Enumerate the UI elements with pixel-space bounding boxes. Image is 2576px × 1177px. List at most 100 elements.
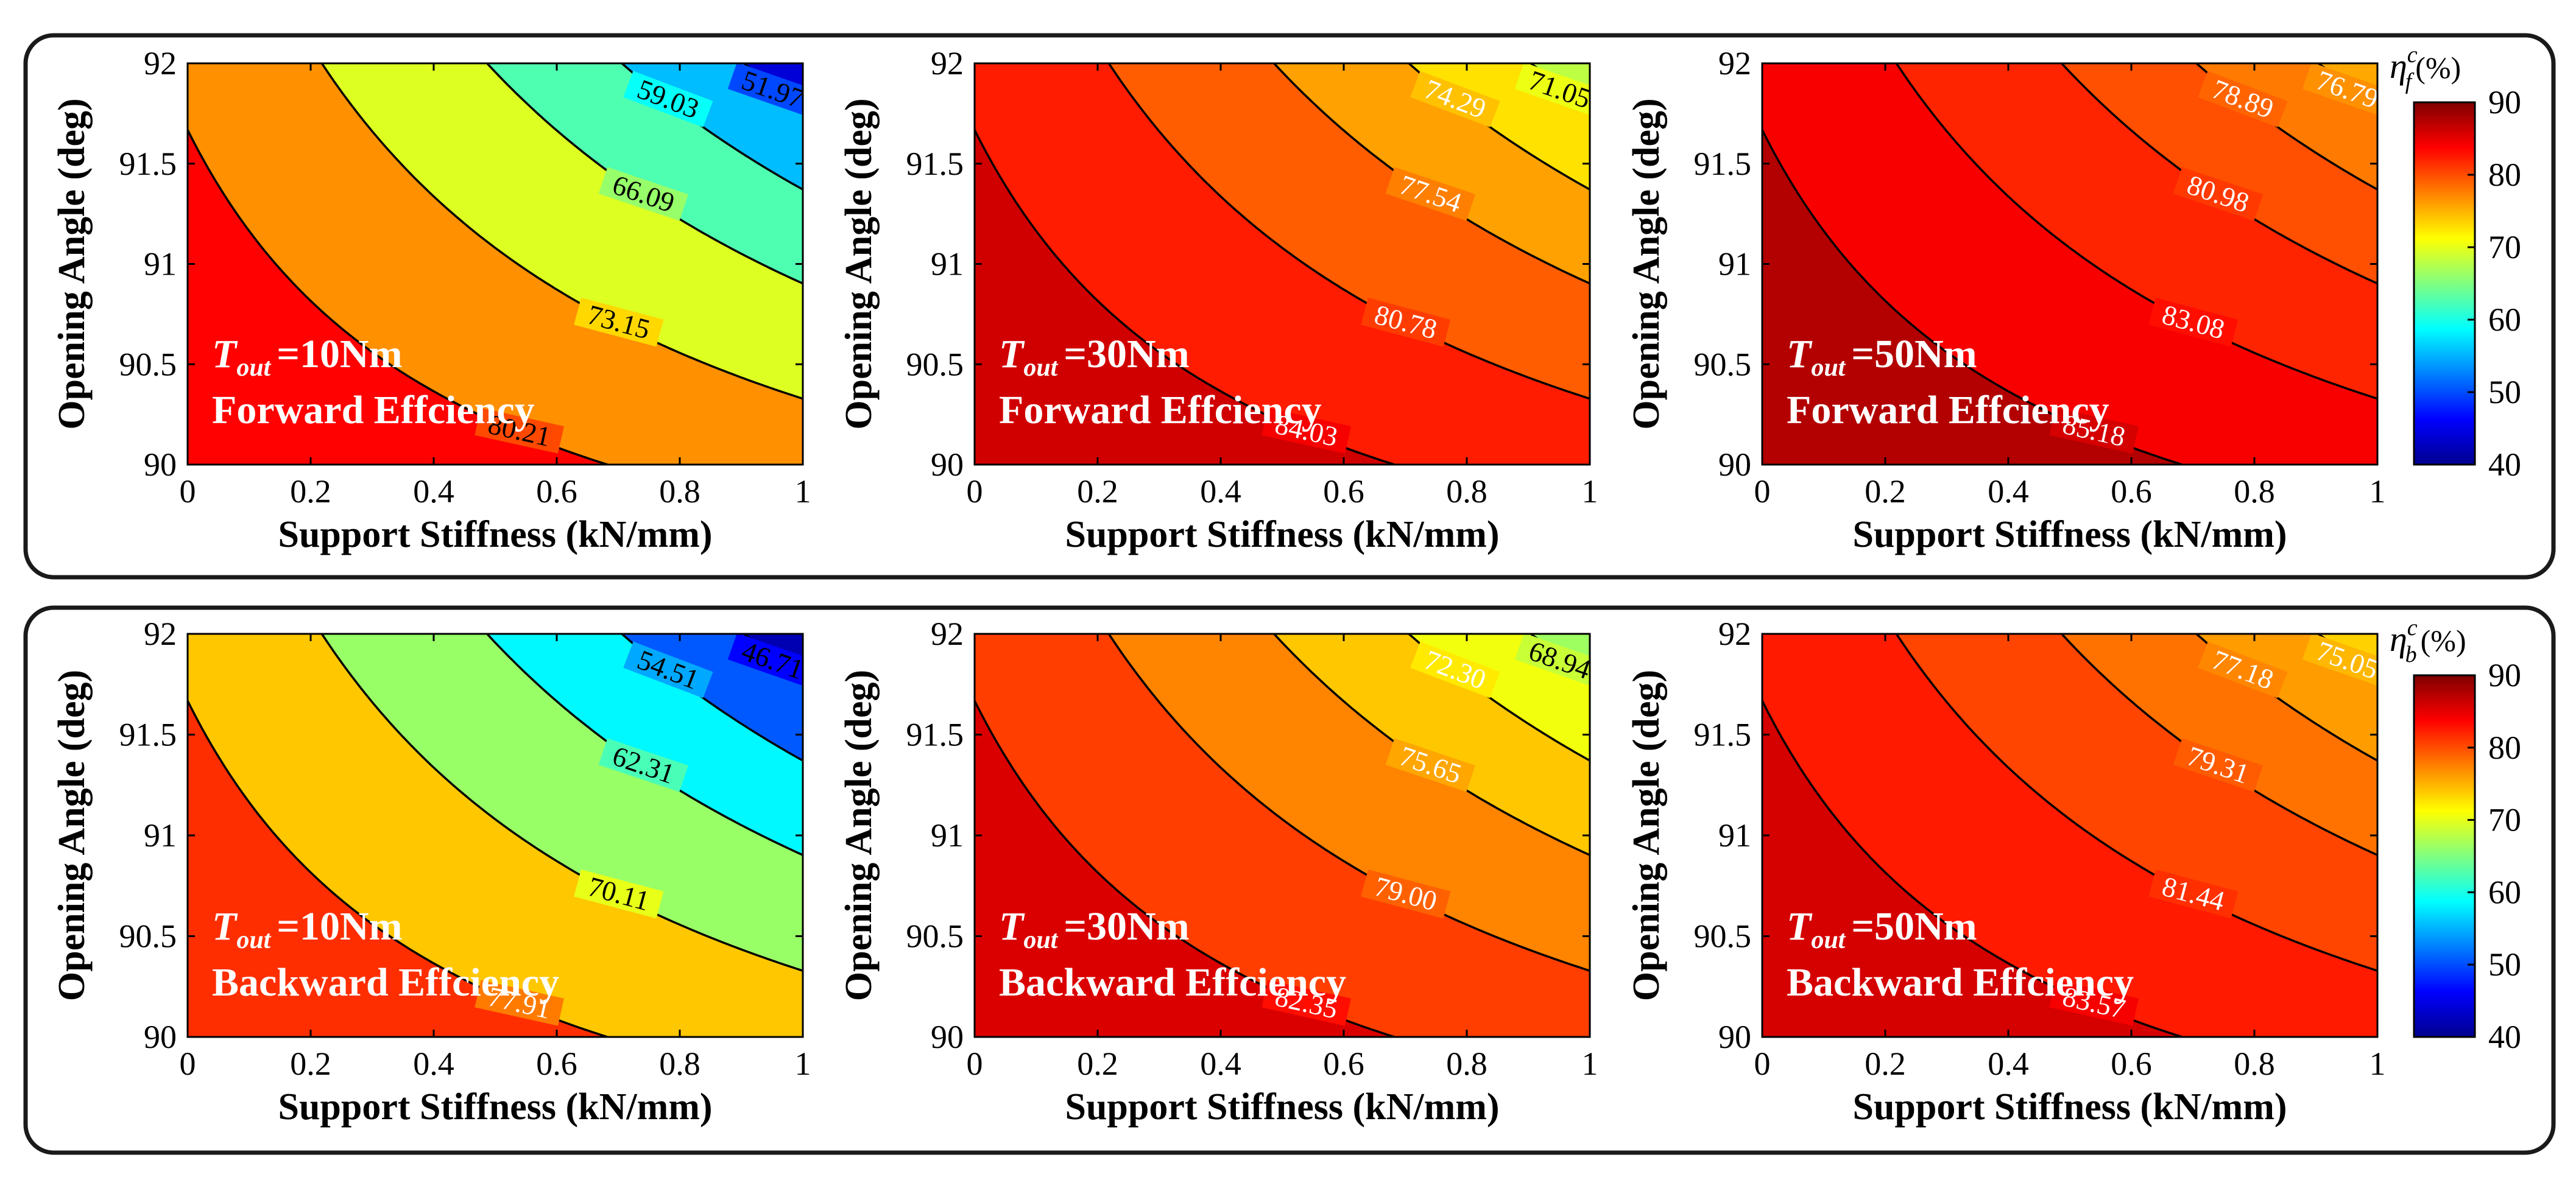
y-tick-label: 90 (1718, 446, 1751, 483)
x-tick-label: 0.2 (1077, 1045, 1118, 1082)
contour-label-bg (2198, 641, 2288, 698)
torque-label: Tout =10Nm (212, 904, 403, 954)
colorbar-subscript: f (2405, 69, 2415, 94)
contour-label-bg (1514, 634, 1590, 688)
contour-label-bg (1262, 407, 1351, 454)
contour-label-bg (1410, 71, 1500, 128)
torque-value: =30Nm (1064, 904, 1189, 949)
x-tick-label: 0.4 (1200, 473, 1241, 510)
x-tick-label: 0.6 (1323, 1045, 1364, 1082)
torque-subscript: out (1811, 354, 1846, 382)
torque-symbol: T (212, 904, 238, 949)
colorbar-tick-label: 40 (2488, 1019, 2521, 1055)
y-tick-label: 92 (1718, 616, 1751, 652)
colorbar-superscript: c (2407, 42, 2418, 68)
contour-line-1 (1407, 63, 1590, 191)
x-tick-label: 0.8 (659, 1045, 700, 1082)
x-tick-label: 0.6 (536, 1045, 577, 1082)
contour-line-3 (1895, 634, 2377, 972)
x-tick-label: 0.2 (1077, 473, 1118, 510)
contour-label-bg (623, 71, 713, 128)
contour-label-bg (475, 407, 564, 454)
colorbar-tick-label: 80 (2488, 156, 2521, 193)
contour-line-3 (1107, 634, 1590, 972)
x-tick-label: 0.4 (413, 473, 454, 510)
y-tick-label: 91.5 (906, 146, 964, 182)
contour-label-group-3: 73.15 (574, 297, 664, 347)
x-tick-label: 0 (1754, 473, 1771, 510)
y-tick-label: 90.5 (1694, 918, 1752, 955)
colorbar-superscript: c (2407, 615, 2418, 641)
colorbar-tick-label: 90 (2488, 84, 2521, 121)
contour-label-bg (727, 63, 803, 118)
y-tick-label: 90.5 (906, 918, 964, 955)
x-tick-label: 0.8 (659, 473, 700, 510)
x-tick-label: 0.2 (1865, 473, 1906, 510)
efficiency-caption: Forward Effciency (999, 388, 1322, 432)
y-tick-label: 90.5 (1694, 346, 1752, 382)
efficiency-caption: Backward Effciency (1787, 960, 2134, 1005)
y-axis-label: Opening Angle (deg) (51, 670, 93, 1001)
x-tick-label: 1 (795, 1045, 811, 1082)
y-tick-label: 91 (1718, 246, 1751, 283)
y-tick-label: 90 (144, 446, 177, 483)
contour-label-bg (1262, 980, 1351, 1026)
y-axis-label: Opening Angle (deg) (838, 98, 880, 429)
contour-line-3 (1107, 63, 1590, 400)
contour-label-bg (1385, 738, 1476, 792)
contour-label-bg (2173, 167, 2264, 221)
torque-value: =50Nm (1851, 904, 1977, 949)
contour-label-bg (1410, 641, 1500, 698)
contour-line-2 (1272, 63, 1590, 285)
efficiency-caption: Forward Effciency (212, 388, 535, 432)
y-tick-label: 91.5 (119, 717, 177, 753)
x-axis-label: Support Stiffness (kN/mm) (278, 514, 712, 555)
contour-label-bg (598, 738, 689, 792)
colorbar-symbol: η (2390, 619, 2407, 659)
y-tick-label: 92 (1718, 45, 1751, 82)
efficiency-caption: Backward Effciency (212, 960, 559, 1005)
y-tick-label: 90.5 (906, 346, 964, 382)
contour-label-bg (574, 297, 664, 347)
torque-label: Tout =30Nm (999, 904, 1190, 954)
contour-line-2 (2060, 63, 2377, 285)
y-tick-label: 92 (144, 45, 177, 82)
x-tick-label: 0.6 (2111, 1045, 2152, 1082)
torque-symbol: T (1787, 332, 1813, 376)
torque-subscript: out (1023, 354, 1058, 382)
y-tick-label: 90 (144, 1019, 177, 1055)
torque-subscript: out (1811, 926, 1846, 954)
contour-label-bg (1385, 167, 1476, 221)
colorbar-unit: (%) (2421, 624, 2466, 658)
y-tick-label: 91 (1718, 817, 1751, 854)
contour-label-bg (2148, 297, 2239, 347)
contour-label-bg (2148, 869, 2239, 919)
x-tick-label: 0 (1754, 1045, 1771, 1082)
contour-label-bg (1514, 63, 1590, 118)
contour-line-2 (1272, 634, 1590, 857)
x-tick-label: 0 (180, 1045, 196, 1082)
contour-line-1 (620, 634, 803, 762)
y-tick-label: 92 (931, 45, 964, 82)
colorbar-title: ηc b (%) (2390, 615, 2466, 667)
y-tick-label: 91 (931, 246, 964, 283)
torque-value: =10Nm (277, 904, 402, 949)
contour-label-bg (2198, 71, 2288, 128)
torque-value: =50Nm (1851, 332, 1977, 376)
x-tick-label: 0.4 (1988, 1045, 2029, 1082)
y-axis-label: Opening Angle (deg) (1626, 98, 1667, 429)
y-tick-label: 91.5 (906, 717, 964, 753)
contour-label-bg (727, 634, 803, 688)
y-axis-label: Opening Angle (deg) (838, 670, 880, 1001)
x-tick-label: 1 (2370, 1045, 2386, 1082)
colorbar-unit: (%) (2415, 51, 2461, 85)
x-tick-label: 1 (2370, 473, 2386, 510)
x-tick-label: 1 (1582, 473, 1598, 510)
y-tick-label: 91.5 (119, 146, 177, 182)
